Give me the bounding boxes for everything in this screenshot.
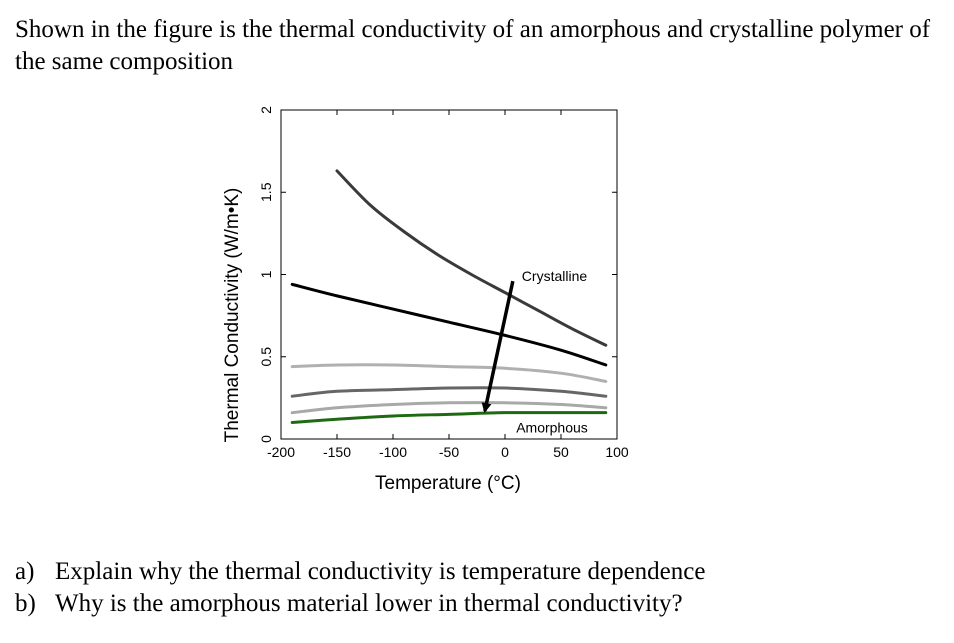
series-line-6 xyxy=(290,411,608,425)
y-tick-label: 1 xyxy=(258,270,274,278)
series-line-4 xyxy=(290,386,608,398)
x-tick-label: 100 xyxy=(605,444,629,460)
x-tick-label: -200 xyxy=(267,444,295,460)
annotation-label: Amorphous xyxy=(516,419,588,435)
series-line-5 xyxy=(290,401,608,415)
question-b: b) Why is the amorphous material lower i… xyxy=(15,588,945,620)
plot-layer: -200 -150 -100 -50 0 50 100 0 0.5 1 1.5 2 Crystallin… xyxy=(258,106,629,460)
x-axis-label: Temperature (°C) xyxy=(375,473,521,494)
question-list: a) Explain why the thermal conductivity … xyxy=(15,556,945,620)
transition-arrow xyxy=(481,280,515,413)
y-tick-label: 0 xyxy=(258,435,274,443)
thermal-conductivity-chart: -200 -150 -100 -50 0 50 100 0 0.5 1 1.5 2 Crystallin… xyxy=(205,95,635,505)
question-marker: a) xyxy=(15,558,35,585)
x-tick-label: 50 xyxy=(553,444,569,460)
question-text: Why is the amorphous material lower in t… xyxy=(55,590,683,617)
annotation-label: Crystalline xyxy=(522,268,588,284)
intro-text: Shown in the figure is the thermal condu… xyxy=(15,16,931,75)
y-tick-label: 2 xyxy=(258,106,274,114)
y-tick-label: 1.5 xyxy=(258,182,274,202)
series-line-3 xyxy=(290,363,608,383)
question-a: a) Explain why the thermal conductivity … xyxy=(15,556,945,588)
x-tick-label: -150 xyxy=(323,444,351,460)
y-tick-label: 0.5 xyxy=(258,347,274,367)
x-tick-label: -100 xyxy=(379,444,407,460)
question-marker: b) xyxy=(15,590,36,617)
series-line-2 xyxy=(290,282,608,367)
y-axis-label: Thermal Conductivity (W/m•K) xyxy=(222,188,243,443)
question-text: Explain why the thermal conductivity is … xyxy=(55,558,706,585)
series-line-1 xyxy=(335,169,608,347)
chart-svg: -200 -150 -100 -50 0 50 100 0 0.5 1 1.5 2 Crystallin… xyxy=(222,106,629,494)
x-tick-label: -50 xyxy=(439,444,459,460)
x-tick-label: 0 xyxy=(501,444,509,460)
